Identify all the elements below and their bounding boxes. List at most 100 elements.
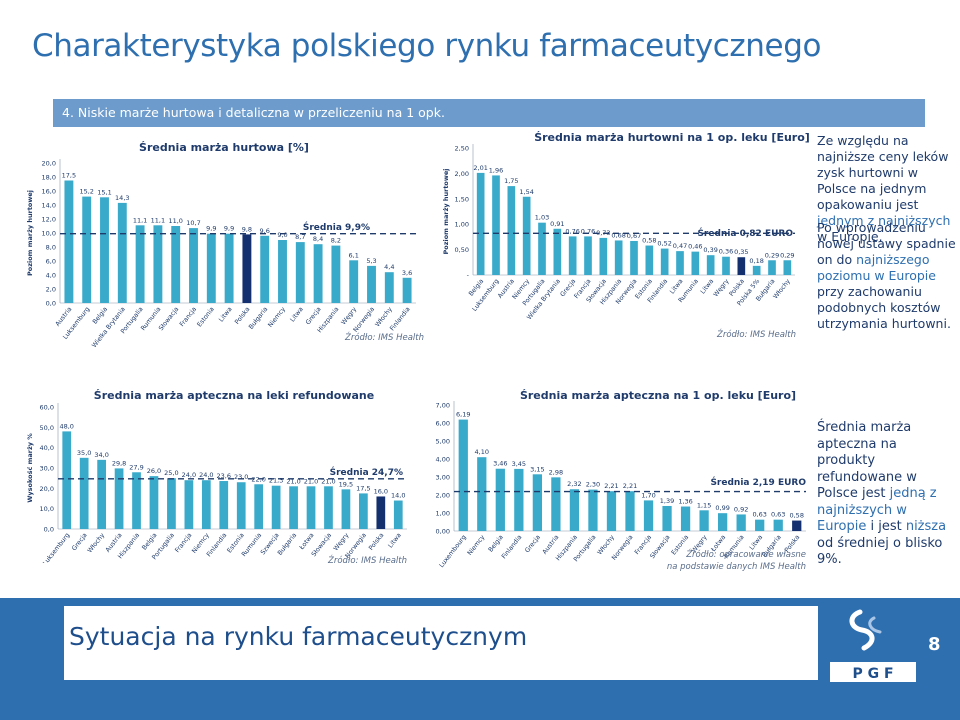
y-tick-label: 40,0 — [40, 444, 54, 452]
chart-title: Średnia marża apteczna na leki refundowa… — [94, 389, 374, 402]
y-tick-label: 14,0 — [42, 202, 56, 210]
data-label: 21,0 — [286, 477, 300, 485]
data-label: 17,5 — [356, 484, 370, 492]
bar-norwegia — [625, 491, 635, 531]
bar-portugalia — [135, 225, 145, 303]
y-tick-label: 18,0 — [42, 174, 56, 182]
bar-bułgaria — [768, 260, 776, 275]
bar-austria — [64, 180, 74, 303]
data-label: 23,0 — [234, 473, 248, 481]
bar-słowacja — [599, 237, 608, 275]
note-new-law: Po wprowadzeniu nowej ustawy spadnie on … — [817, 220, 957, 332]
data-label: 6,1 — [349, 251, 359, 259]
x-tick-label: Austria — [541, 534, 560, 556]
data-label: 0,99 — [715, 504, 729, 512]
data-label: 1,96 — [489, 166, 503, 174]
data-label: 1,36 — [678, 498, 692, 506]
data-label: 2,98 — [549, 468, 563, 476]
bar-belgia — [100, 197, 109, 303]
data-label: 4,4 — [384, 263, 394, 271]
bar-rumunia — [736, 514, 746, 531]
bar-słowacja — [324, 486, 333, 529]
y-tick-label: - — [467, 272, 470, 280]
data-label: 4,10 — [475, 448, 489, 456]
data-label: 0,63 — [752, 511, 766, 519]
bar-słowacja — [662, 505, 672, 531]
bar-polska — [376, 496, 386, 529]
bar-litwa — [224, 233, 234, 303]
bar-francja — [184, 480, 194, 529]
data-label: 3,6 — [402, 269, 412, 277]
data-label: 0,52 — [657, 240, 671, 248]
bar-belgia — [149, 476, 159, 529]
data-label: 1,54 — [519, 188, 533, 196]
y-axis-label: Poziom marży hurtowej — [442, 168, 450, 254]
data-label: 0,29 — [780, 251, 794, 259]
bar-portugalia — [588, 489, 598, 531]
note-text: jednym z najniższych — [817, 213, 951, 228]
footer-title: Sytuacja na rynku farmaceutycznym — [69, 622, 528, 651]
note-wholesale-profit: Ze względu na najniższe ceny leków zysk … — [817, 133, 957, 245]
bar-luksemburg — [82, 196, 92, 303]
bar-szwecja — [271, 485, 281, 529]
bar-niemcy — [522, 196, 531, 275]
data-label: 23,6 — [217, 472, 231, 480]
chart-title: Średnia marża apteczna na 1 op. leku [Eu… — [520, 389, 796, 402]
note-text: najniższego poziomu w Europie — [817, 252, 936, 283]
y-tick-label: 2,00 — [436, 492, 450, 500]
bar-luksemburg — [492, 175, 500, 275]
y-axis-label: Poziom marży hurtowej — [26, 190, 34, 276]
bar-austria — [507, 186, 516, 275]
bar-polska — [737, 257, 746, 275]
bar-słowacja — [171, 226, 181, 303]
data-label: 15,1 — [97, 188, 111, 196]
data-label: 2,30 — [586, 481, 600, 489]
data-label: 48,0 — [59, 422, 73, 430]
bar-łotwa — [718, 513, 728, 531]
x-tick-label: Litwa — [289, 306, 305, 324]
footer-title-panel — [64, 606, 818, 680]
y-tick-label: 2,0 — [46, 286, 56, 294]
data-label: 2,32 — [567, 480, 581, 488]
y-tick-label: 6,0 — [46, 258, 56, 266]
x-tick-label: Węgry — [712, 278, 730, 299]
bar-bułgaria — [773, 519, 783, 531]
x-tick-label: Włochy — [772, 278, 792, 301]
data-label: 8,2 — [331, 237, 341, 245]
data-label: 8,4 — [313, 235, 323, 243]
note-text: Średnia marża apteczna na produkty refun… — [817, 420, 917, 501]
chart-svg: Średnia marża hurtowa [%] Poziom marży hu… — [26, 141, 424, 347]
note-text: przy zachowaniu podobnych kosztów utrzym… — [817, 284, 951, 331]
x-tick-label: Polska — [234, 306, 252, 326]
data-label: 0,39 — [703, 246, 717, 254]
x-tick-label: Grecja — [305, 306, 323, 326]
data-label: 1,15 — [697, 501, 711, 509]
note-text: Ze względu na najniższe ceny leków zysk … — [817, 133, 949, 212]
bar-litwa — [295, 242, 305, 303]
data-label: 1,03 — [535, 214, 549, 222]
bar-polska — [242, 234, 252, 303]
data-label: 0,18 — [749, 257, 763, 265]
bar-norwegia — [367, 265, 376, 303]
bar-portugalia — [538, 222, 546, 275]
bar-rumunia — [153, 225, 163, 303]
chart-source: Źródło: IMS Health — [716, 328, 796, 340]
data-label: 2,01 — [473, 164, 487, 172]
data-label: 1,70 — [641, 491, 655, 499]
x-tick-label: Wielka Brytania — [91, 306, 127, 347]
bar-luksemburg — [62, 431, 72, 529]
data-label: 14,0 — [391, 492, 405, 500]
data-label: 35,0 — [77, 449, 91, 457]
bar-austria — [114, 468, 124, 529]
bar-grecja — [568, 236, 577, 275]
y-tick-label: 12,0 — [42, 216, 56, 224]
y-tick-label: 8,0 — [46, 244, 56, 252]
data-label: 26,0 — [147, 467, 161, 475]
bar-hiszpania — [614, 240, 623, 275]
bar-węgry — [341, 489, 351, 529]
data-label: 3,15 — [530, 465, 544, 473]
bar-węgry — [699, 510, 709, 531]
bar-polska-5% — [752, 265, 761, 275]
data-label: 21,3 — [269, 477, 283, 485]
x-tick-label: Litwa — [387, 532, 403, 550]
